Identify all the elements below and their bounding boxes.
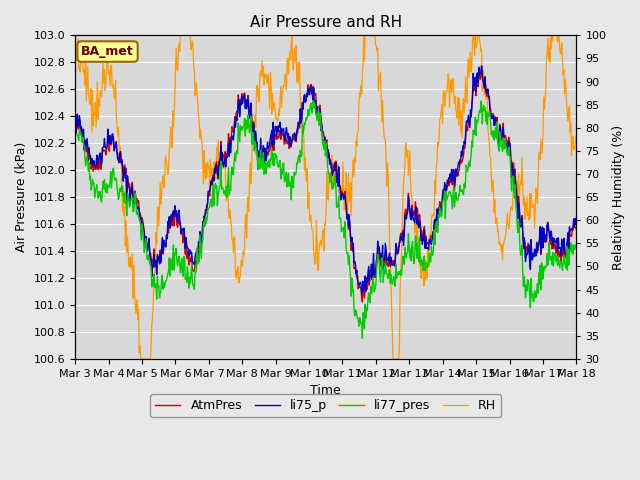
li77_pres — [71, 133, 79, 139]
AtmPres — [209, 172, 217, 178]
li75_p — [358, 290, 365, 296]
li77_pres — [388, 278, 396, 284]
RH — [184, 33, 192, 38]
RH — [81, 67, 88, 73]
Y-axis label: Relativity Humidity (%): Relativity Humidity (%) — [612, 125, 625, 270]
Line: li77_pres: li77_pres — [75, 101, 577, 338]
RH — [403, 145, 410, 151]
AtmPres — [402, 206, 410, 212]
li75_p — [402, 215, 410, 221]
AtmPres — [358, 299, 366, 305]
li77_pres — [309, 98, 317, 104]
AtmPres — [478, 63, 486, 69]
li75_p — [71, 122, 79, 128]
li75_p — [387, 254, 395, 260]
li77_pres — [209, 182, 217, 188]
Title: Air Pressure and RH: Air Pressure and RH — [250, 15, 402, 30]
li75_p — [478, 63, 486, 69]
li77_pres — [132, 196, 140, 202]
li75_p — [573, 219, 580, 225]
li77_pres — [573, 244, 580, 250]
li75_p — [209, 176, 217, 181]
li77_pres — [81, 144, 88, 149]
Text: BA_met: BA_met — [81, 45, 134, 58]
AtmPres — [71, 125, 79, 131]
li75_p — [81, 147, 88, 153]
Line: AtmPres: AtmPres — [75, 66, 577, 302]
RH — [71, 78, 79, 84]
li77_pres — [358, 336, 366, 341]
X-axis label: Time: Time — [310, 384, 341, 397]
li75_p — [132, 200, 140, 206]
AtmPres — [183, 256, 191, 262]
RH — [177, 33, 184, 38]
AtmPres — [387, 256, 395, 262]
Line: li75_p: li75_p — [75, 66, 577, 293]
Legend: AtmPres, li75_p, li77_pres, RH: AtmPres, li75_p, li77_pres, RH — [150, 395, 501, 418]
RH — [573, 139, 580, 144]
li75_p — [183, 242, 191, 248]
RH — [211, 174, 218, 180]
AtmPres — [132, 193, 140, 199]
Y-axis label: Air Pressure (kPa): Air Pressure (kPa) — [15, 142, 28, 252]
AtmPres — [81, 146, 88, 152]
RH — [132, 310, 140, 316]
Line: RH: RH — [75, 36, 577, 359]
RH — [388, 303, 396, 309]
RH — [137, 356, 145, 362]
li77_pres — [183, 279, 191, 285]
li77_pres — [403, 255, 410, 261]
AtmPres — [573, 224, 580, 229]
